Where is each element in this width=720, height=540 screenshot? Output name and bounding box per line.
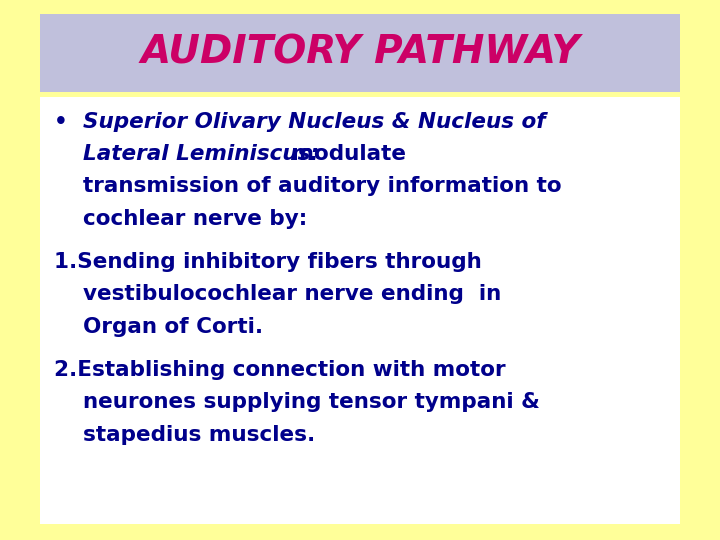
Text: 1.Sending inhibitory fibers through: 1.Sending inhibitory fibers through: [54, 252, 482, 272]
Text: modulate: modulate: [284, 144, 406, 164]
Text: AUDITORY PATHWAY: AUDITORY PATHWAY: [140, 33, 580, 71]
FancyBboxPatch shape: [40, 97, 680, 524]
Text: neurones supplying tensor tympani &: neurones supplying tensor tympani &: [83, 392, 540, 413]
Text: stapedius muscles.: stapedius muscles.: [83, 424, 315, 445]
Text: cochlear nerve by:: cochlear nerve by:: [83, 208, 307, 229]
Text: vestibulocochlear nerve ending  in: vestibulocochlear nerve ending in: [83, 284, 501, 305]
Text: Lateral Leminiscus:: Lateral Leminiscus:: [83, 144, 319, 164]
Text: Organ of Corti.: Organ of Corti.: [83, 316, 263, 337]
Text: Superior Olivary Nucleus & Nucleus of: Superior Olivary Nucleus & Nucleus of: [83, 111, 546, 132]
Text: •: •: [54, 111, 68, 132]
Text: transmission of auditory information to: transmission of auditory information to: [83, 176, 562, 197]
FancyBboxPatch shape: [40, 14, 680, 92]
Text: 2.Establishing connection with motor: 2.Establishing connection with motor: [54, 360, 505, 380]
